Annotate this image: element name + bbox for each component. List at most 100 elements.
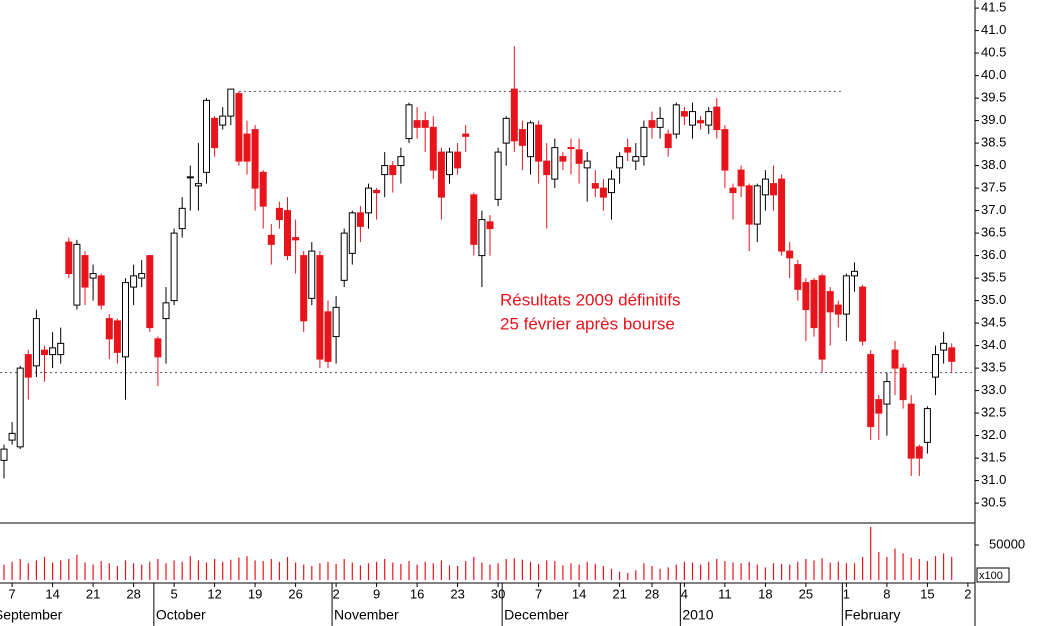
x-tick-label: 2 — [964, 586, 971, 601]
candle-body — [940, 342, 948, 351]
candle-body — [405, 104, 413, 140]
candle-body — [340, 232, 348, 281]
candle-body — [324, 311, 332, 362]
x-tick-label: 12 — [207, 586, 221, 601]
x-tick-label: 21 — [612, 586, 626, 601]
candle-body — [446, 151, 453, 176]
candle-body — [348, 212, 356, 254]
y-tick-label: 37.0 — [981, 202, 1006, 217]
y-tick-label: 35.5 — [981, 270, 1006, 285]
candle-body — [381, 165, 389, 176]
candle-body — [616, 156, 624, 169]
y-tick-label: 38.5 — [981, 135, 1006, 150]
y-tick-label: 35.0 — [981, 292, 1006, 307]
x-tick-label: 30 — [491, 586, 505, 601]
candle-body — [753, 185, 761, 225]
volume-tick-label: 50000 — [989, 536, 1025, 551]
candle-body — [737, 169, 745, 187]
volume-unit: x100 — [979, 570, 1003, 582]
y-tick-label: 31.5 — [981, 450, 1006, 465]
candle-body — [81, 255, 89, 288]
candle-body — [502, 117, 510, 144]
month-label: February — [844, 607, 900, 623]
annotation: 25 février après bourse — [500, 314, 675, 333]
candle-body — [527, 122, 534, 158]
x-tick-label: 5 — [170, 586, 177, 601]
candle-body — [770, 183, 777, 196]
candle-body — [41, 349, 48, 356]
x-tick-label: 4 — [681, 586, 688, 601]
y-tick-label: 40.5 — [981, 45, 1006, 60]
candle-body — [105, 318, 113, 340]
y-tick-label: 41.0 — [981, 22, 1006, 37]
candle-body — [122, 282, 129, 358]
candle-body — [397, 156, 405, 167]
y-tick-label: 32.0 — [981, 427, 1006, 442]
candle-body — [284, 210, 291, 257]
x-tick-label: 9 — [373, 586, 380, 601]
candle-body — [154, 338, 162, 358]
x-tick-label: 25 — [799, 586, 813, 601]
candle-body — [875, 399, 883, 414]
candle-body — [203, 99, 210, 173]
candle-body — [899, 367, 907, 401]
y-tick-label: 36.0 — [981, 247, 1006, 262]
month-label: November — [334, 607, 399, 623]
candle-body — [826, 291, 834, 313]
candle-body — [535, 124, 543, 162]
month-label: October — [156, 607, 206, 623]
x-tick-label: 11 — [718, 586, 732, 601]
x-tick-label: 7 — [535, 586, 542, 601]
candle-body — [32, 318, 40, 367]
candle-body — [57, 342, 65, 356]
y-tick-label: 34.5 — [981, 315, 1006, 330]
candle-body — [567, 147, 575, 150]
y-tick-label: 30.5 — [981, 495, 1006, 510]
candle-body — [559, 156, 567, 162]
x-tick-label: 1 — [843, 586, 850, 601]
candle-body — [113, 320, 121, 353]
candle-body — [664, 133, 672, 149]
candle-body — [632, 156, 640, 162]
candle-body — [421, 120, 429, 128]
candle-body — [551, 147, 559, 180]
candle-body — [178, 207, 186, 230]
candle-body — [162, 302, 170, 320]
candle-body — [373, 189, 381, 194]
candle-body — [761, 178, 769, 196]
y-tick-label: 40.0 — [981, 67, 1006, 82]
x-tick-label: 26 — [288, 586, 302, 601]
candle-body — [49, 347, 57, 356]
candle-body — [543, 160, 551, 176]
x-tick-label: 28 — [126, 586, 140, 601]
candle-body — [0, 448, 8, 461]
candle-body — [16, 367, 24, 448]
x-tick-label: 21 — [86, 586, 100, 601]
candle-body — [713, 106, 721, 131]
y-tick-label: 33.0 — [981, 382, 1006, 397]
candle-body — [365, 187, 372, 214]
y-tick-label: 36.5 — [981, 225, 1006, 240]
y-tick-label: 32.5 — [981, 405, 1006, 420]
annotation: Résultats 2009 définitifs — [500, 290, 681, 309]
candle-body — [907, 403, 915, 459]
candle-body — [219, 115, 227, 126]
candle-body — [186, 176, 194, 179]
candle-body — [721, 129, 729, 171]
y-tick-label: 33.5 — [981, 360, 1006, 375]
candle-body — [308, 250, 316, 299]
candle-body — [8, 432, 16, 441]
candle-body — [672, 104, 680, 135]
y-tick-label: 41.5 — [981, 0, 1006, 15]
candle-body — [97, 275, 105, 306]
x-tick-label: 23 — [450, 586, 464, 601]
candle-body — [729, 187, 737, 194]
x-tick-label: 7 — [8, 586, 15, 601]
candle-body — [705, 111, 713, 126]
candle-body — [851, 270, 858, 277]
y-tick-label: 31.0 — [981, 472, 1006, 487]
candle-body — [794, 264, 802, 290]
candle-body — [697, 120, 705, 124]
candle-body — [923, 408, 931, 443]
candle-body — [494, 151, 502, 200]
